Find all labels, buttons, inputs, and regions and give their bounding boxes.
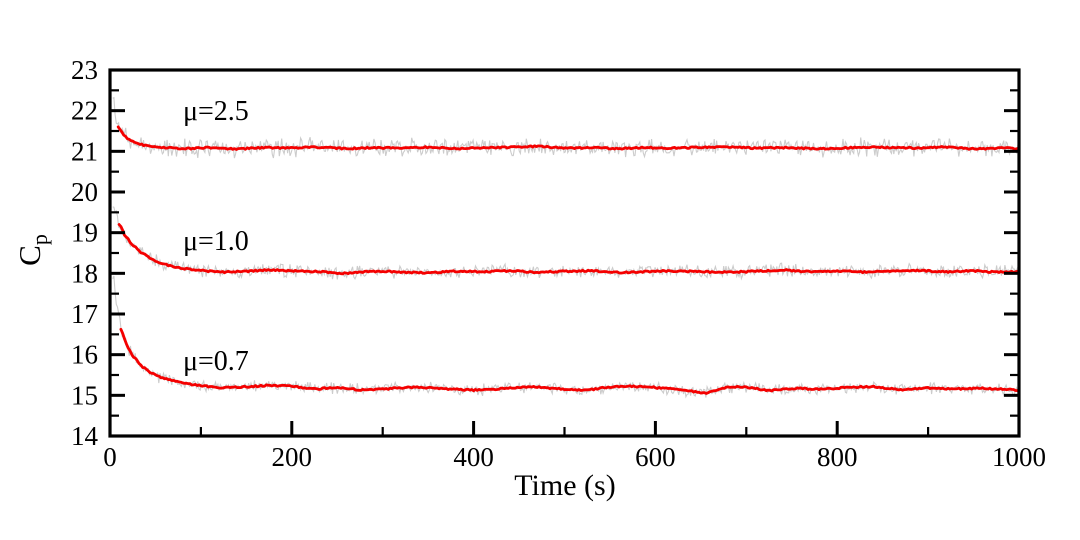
y-tick-label: 19 (71, 218, 98, 248)
y-tick-label: 14 (71, 421, 99, 451)
y-tick-label: 17 (71, 299, 98, 329)
y-tick-label: 18 (71, 258, 98, 288)
y-tick-label: 21 (71, 136, 98, 166)
axis-ticks (108, 68, 1021, 438)
tick-labels: 14 15 16 17 18 19 20 21 22 23 0 200 400 600 800 1000 (71, 55, 1046, 472)
y-tick-label: 22 (71, 96, 98, 126)
y-axis-title: Cp (8, 208, 52, 292)
x-tick-label: 800 (817, 442, 858, 472)
series-label-mu-1.0: μ=1.0 (183, 226, 249, 257)
y-tick-label: 15 (71, 380, 98, 410)
y-tick-label: 16 (71, 340, 98, 370)
x-tick-label: 1000 (992, 442, 1046, 472)
series-label-mu-2.5: μ=2.5 (183, 96, 249, 127)
smooth-line-mu-1 (117, 223, 1021, 276)
y-axis-title-sub: p (27, 234, 53, 246)
x-tick-label: 400 (453, 442, 494, 472)
series-label-mu-0.7: μ=0.7 (183, 346, 249, 377)
smooth-line-mu-0.7 (119, 327, 1021, 395)
raw-trace-mu-0.7 (112, 275, 1019, 399)
x-tick-label: 600 (635, 442, 676, 472)
smoothed-lines (116, 125, 1021, 395)
smooth-line-mu-2.5 (116, 125, 1020, 151)
x-tick-label: 0 (103, 442, 117, 472)
x-axis-title: Time (s) (514, 469, 616, 502)
raw-trace-mu-2.5 (112, 96, 1019, 159)
y-tick-label: 23 (71, 55, 98, 85)
y-tick-label: 20 (71, 177, 98, 207)
x-tick-label: 200 (272, 442, 313, 472)
y-axis-title-main: C (12, 245, 47, 266)
